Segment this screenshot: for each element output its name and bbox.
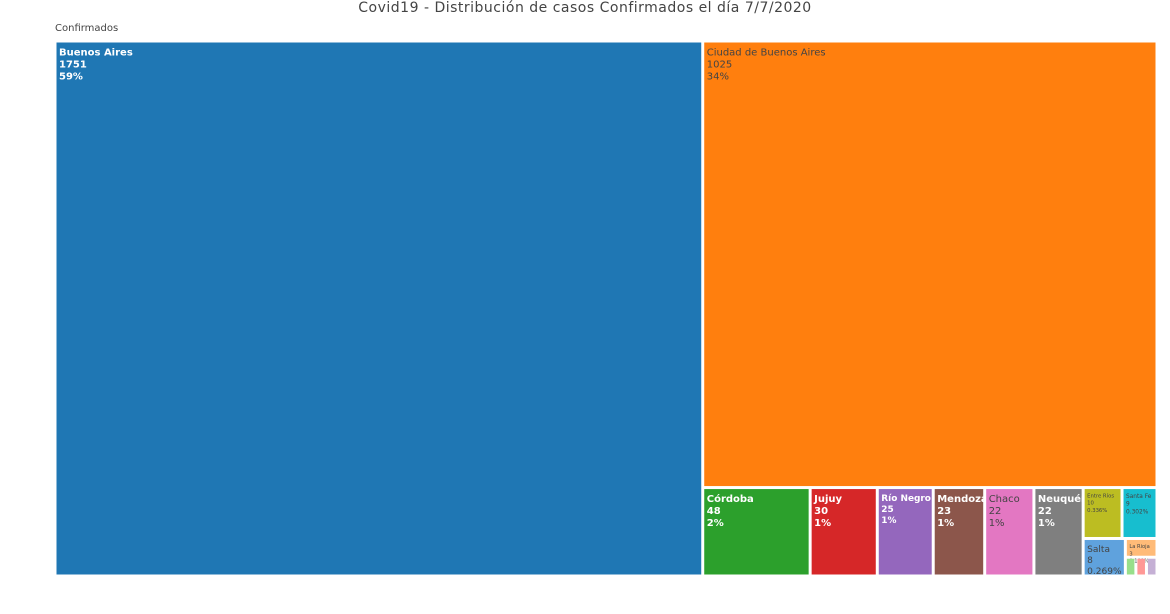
treemap-tile-percent: 59% [59,72,83,83]
treemap-tile-rect[interactable] [1126,539,1156,556]
treemap-tile-value: 23 [937,506,951,517]
treemap-tile-percent: 34% [707,72,729,83]
treemap-tile-label: Chaco [989,494,1020,505]
treemap-tile[interactable]: Entre Ríos 100.336% [1084,489,1121,537]
treemap-tile-label: Córdoba [707,493,754,505]
treemap-tile-rect[interactable] [1035,489,1082,575]
treemap-tile-rect[interactable] [1147,558,1156,575]
treemap-tile-label: Jujuy [813,494,842,505]
treemap-tile-rect[interactable] [1126,558,1135,575]
treemap-tile-label: Río Negro [881,494,931,504]
treemap-tile-value: 8 [1087,556,1093,566]
treemap-tile-value: 25 [881,505,893,515]
treemap-tile-label: Buenos Aires [59,48,133,59]
treemap-tile-value: 3 [1129,551,1132,557]
treemap-tile-rect[interactable] [878,489,932,575]
treemap-tile-label: La Rioja [1129,544,1149,550]
treemap-tile-rect[interactable] [934,489,984,575]
treemap-tile[interactable]: Santa Fe 9 0.302% [1123,489,1156,537]
treemap-tile-value: 1751 [59,60,87,71]
treemap-tile-label: Mendoza [937,494,987,505]
treemap-tile-percent: 1% [989,518,1005,529]
treemap-tile-value: 9 [1126,502,1130,508]
treemap-tile[interactable] [1147,558,1156,575]
treemap-tile-label: Santa Fe [1126,494,1152,500]
treemap-tile-label: Neuquén [1038,493,1088,505]
treemap-tile-rect[interactable] [704,42,1156,487]
treemap-tile-label: Entre Ríos [1087,492,1114,499]
treemap-tile-percent: 0.269% [1087,567,1122,577]
treemap-tile-percent: 1% [937,518,954,529]
pathbar-root[interactable]: Confirmados [55,23,119,34]
treemap-tile-percent: 0.302% [1126,510,1149,516]
treemap-tile-value: 10 [1087,501,1094,507]
treemap-tile-percent: 1% [881,516,896,526]
treemap-tile-value: 1025 [707,60,732,71]
treemap-tile-rect[interactable] [1137,558,1145,575]
treemap-tile-label: Salta [1087,545,1110,555]
treemap-tile-label: Ciudad de Buenos Aires [707,48,826,59]
chart-title: Covid19 - Distribución de casos Confirma… [358,0,812,16]
treemap-tile-rect[interactable] [1084,539,1124,575]
treemap-tile[interactable] [1126,558,1135,575]
treemap-tile-rect[interactable] [1123,489,1156,537]
treemap-tile-rect[interactable] [986,489,1033,575]
treemap-tile-rect[interactable] [811,489,876,575]
treemap-tile-percent: 2% [707,518,724,529]
treemap-tile-percent: 0.336% [1087,508,1107,514]
treemap-tile-value: 22 [1038,506,1052,517]
treemap-tile-rect[interactable] [1084,489,1121,537]
treemap-tile-rect[interactable] [56,42,702,575]
treemap-tile-rect[interactable] [704,489,809,575]
treemap-tile-percent: 1% [1038,518,1055,529]
treemap-tile-value: 30 [814,506,828,517]
treemap-tile-value: 22 [989,506,1002,517]
treemap-tile-percent: 1% [814,518,831,529]
treemap-tile[interactable] [1137,558,1145,575]
treemap-tile-value: 48 [707,506,721,517]
